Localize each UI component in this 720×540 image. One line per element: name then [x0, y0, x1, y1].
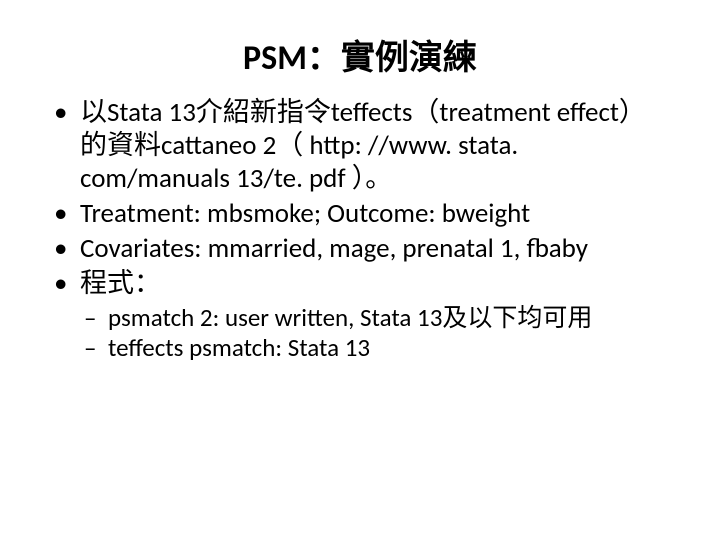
- bullet-text: teffects psmatch: Stata 13: [108, 332, 370, 363]
- sub-bullet-item: psmatch 2: user written, Stata 13及以下均可用: [50, 303, 670, 334]
- bullet-item: 以Stata 13介紹新指令teffects（treatment effect）…: [50, 97, 670, 196]
- sub-bullet-item: teffects psmatch: Stata 13: [50, 333, 670, 364]
- slide: PSM：實例演練 以Stata 13介紹新指令teffects（treatmen…: [0, 0, 720, 540]
- bullet-text: 程式：: [80, 267, 161, 300]
- bullet-item: 程式：: [50, 268, 670, 301]
- slide-content: 以Stata 13介紹新指令teffects（treatment effect）…: [50, 97, 670, 364]
- bullet-item: Covariates: mmarried, mage, prenatal 1, …: [50, 233, 670, 266]
- slide-title: PSM：實例演練: [50, 30, 670, 79]
- bullet-item: Treatment: mbsmoke; Outcome: bweight: [50, 198, 670, 231]
- bullet-text: psmatch 2: user written, Stata 13及以下均可用: [108, 302, 592, 333]
- title-text: PSM：實例演練: [243, 38, 477, 79]
- bullet-text: 以Stata 13介紹新指令teffects（treatment effect）…: [80, 96, 646, 195]
- bullet-text: Treatment: mbsmoke; Outcome: bweight: [80, 197, 530, 230]
- bullet-text: Covariates: mmarried, mage, prenatal 1, …: [80, 232, 588, 265]
